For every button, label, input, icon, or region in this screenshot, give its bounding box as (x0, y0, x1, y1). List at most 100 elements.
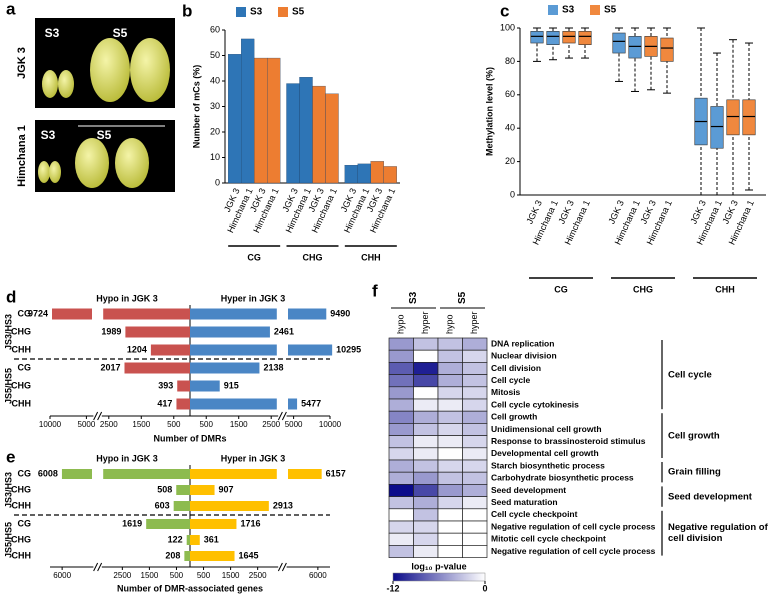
box (546, 31, 560, 45)
y-tick-label: 80 (505, 56, 515, 66)
heat-cell (413, 423, 439, 436)
heat-cell (437, 496, 463, 510)
bar (254, 57, 268, 184)
bar (288, 398, 298, 410)
heat-cell (462, 410, 488, 424)
y-tick-label: 100 (500, 22, 515, 32)
heat-cell (462, 447, 488, 461)
bar (228, 54, 242, 184)
bar (190, 469, 277, 479)
box (628, 36, 642, 59)
heat-cell (462, 496, 488, 510)
stage-label: S5 (97, 128, 112, 142)
axis-break (93, 411, 99, 421)
heat-cell (462, 435, 488, 449)
heat-cell (462, 508, 488, 522)
heat-cell (462, 532, 488, 546)
bar (190, 326, 270, 338)
y-tick-label: 60 (505, 89, 515, 99)
value-label: 361 (204, 534, 219, 544)
bar (299, 77, 313, 184)
x-tick-label: 5000 (78, 420, 96, 429)
row-label: CHG (11, 380, 31, 390)
y-tick-label: 30 (210, 101, 220, 111)
bud (58, 70, 74, 98)
row-label: Cell division (491, 363, 541, 373)
group-label: JS3/HS3 (3, 314, 13, 350)
row-label: CHG (11, 534, 31, 544)
row-label: Unidimensional cell growth (491, 424, 602, 434)
bar (190, 551, 235, 561)
y-tick-label: 10 (210, 152, 220, 162)
row-label: CHH (12, 550, 32, 560)
heat-cell (413, 459, 439, 473)
box (612, 32, 626, 54)
column-group-label: S3 (408, 291, 419, 304)
row-label: Cell cycle (491, 375, 530, 385)
row-label: Carbohydrate biosynthetic process (491, 473, 634, 483)
value-label: 5477 (301, 398, 321, 408)
bar (312, 85, 326, 184)
heat-cell (462, 374, 488, 388)
heat-cell (413, 435, 439, 449)
heat-cell (462, 520, 488, 534)
row-label: DNA replication (491, 338, 554, 348)
heat-cell (388, 374, 414, 388)
row-group-label: Seed development (668, 491, 752, 503)
bar (61, 469, 92, 479)
x-tick-label: 10000 (319, 420, 342, 429)
box (660, 37, 674, 62)
bar (190, 308, 277, 320)
row-label: JGK 3 (16, 47, 28, 79)
axis-break (281, 562, 287, 572)
legend-swatch (278, 7, 288, 17)
row-label: Response to brassinosteroid stimulus (491, 436, 646, 446)
series-header: Hypo in JGK 3 (96, 293, 158, 303)
heat-cell (413, 374, 439, 388)
value-label: 603 (155, 500, 170, 510)
x-tick-label: 500 (167, 420, 181, 429)
x-tick-label: 500 (197, 571, 211, 580)
value-label: 1716 (240, 518, 260, 528)
value-label: 417 (157, 398, 172, 408)
legend-swatch (236, 7, 246, 17)
heat-cell (437, 484, 463, 497)
heat-cell (413, 484, 439, 497)
bar (383, 166, 397, 184)
row-label: CHH (12, 500, 32, 510)
heat-cell (437, 435, 463, 449)
heat-cell (388, 362, 414, 375)
value-label: 2913 (273, 500, 293, 510)
heat-cell (462, 349, 488, 363)
heat-cell (388, 423, 414, 436)
legend-label: S5 (604, 5, 617, 16)
group-label: CG (247, 252, 261, 262)
x-tick-label: 2500 (113, 571, 131, 580)
axis-break (277, 411, 283, 421)
heat-cell (437, 459, 463, 473)
stage-label: S5 (113, 26, 128, 40)
heat-cell (413, 532, 439, 546)
row-label: Nuclear division (491, 351, 557, 361)
bud (75, 138, 109, 188)
bar (103, 469, 190, 479)
series-header: Hypo in JGK 3 (96, 453, 158, 463)
value-label: 1645 (239, 550, 259, 560)
bar (190, 398, 277, 410)
bar (184, 551, 190, 561)
value-label: 2017 (100, 362, 120, 372)
heat-cell (388, 532, 414, 546)
heat-cell (462, 398, 488, 412)
heat-cell (437, 410, 463, 424)
value-label: 915 (224, 380, 239, 390)
bar (103, 308, 190, 320)
heat-cell (413, 471, 439, 485)
heat-cell (413, 508, 439, 522)
value-label: 9724 (28, 308, 48, 318)
heat-cell (437, 545, 463, 558)
colorbar-tick-label: 0 (482, 583, 487, 593)
y-axis-label: Number of mCs (%) (191, 65, 201, 149)
bar (52, 308, 92, 320)
column-label: hypo (396, 314, 406, 334)
y-tick-label: 0 (215, 177, 220, 187)
